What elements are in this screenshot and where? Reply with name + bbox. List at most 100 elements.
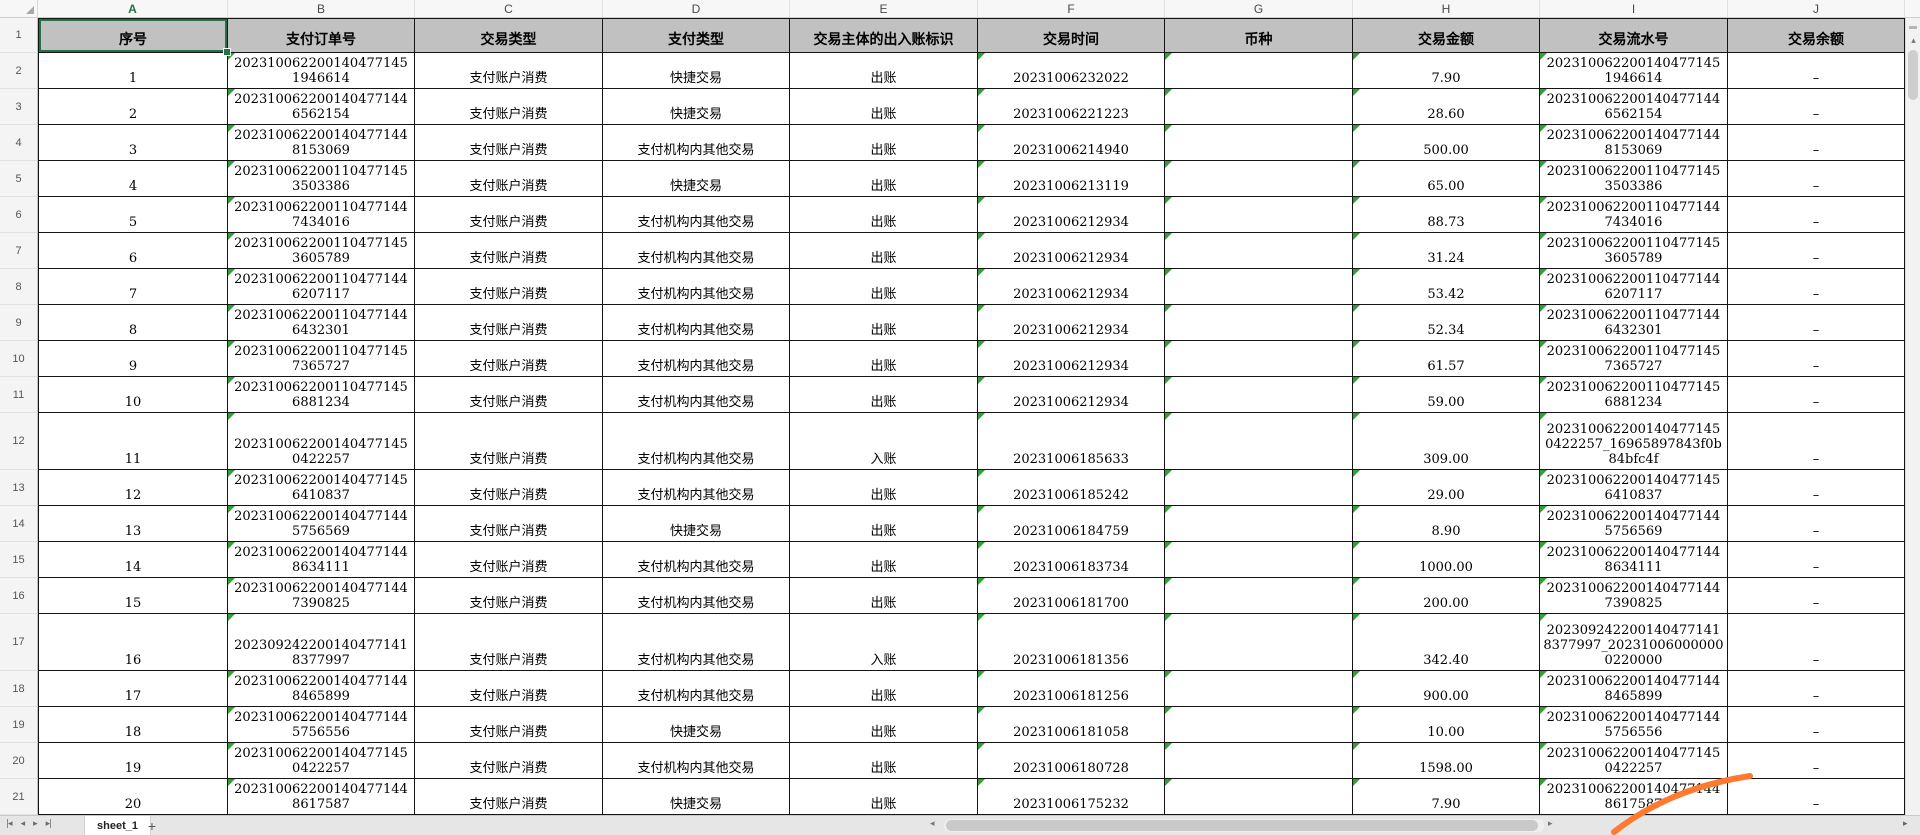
cell-A5[interactable]: 4 [38,161,228,197]
cell-E18[interactable]: 出账 [790,671,978,707]
cell-F20[interactable]: 20231006180728 [978,743,1165,779]
cell-A17[interactable]: 16 [38,614,228,671]
cell-E12[interactable]: 入账 [790,413,978,470]
vertical-scroll-thumb[interactable] [1908,50,1918,100]
cell-J4[interactable]: – [1728,125,1905,161]
cell-J15[interactable]: – [1728,542,1905,578]
cell-A15[interactable]: 14 [38,542,228,578]
cell-C12[interactable]: 支付账户消费 [415,413,603,470]
horizontal-scrollbar[interactable] [944,819,1544,832]
header-cell-J1[interactable]: 交易余额 [1728,18,1905,53]
cell-H4[interactable]: 500.00 [1353,125,1540,161]
cell-G9[interactable] [1165,305,1353,341]
column-letter-C[interactable]: C [415,0,603,17]
cell-G4[interactable] [1165,125,1353,161]
cell-C18[interactable]: 支付账户消费 [415,671,603,707]
cell-H3[interactable]: 28.60 [1353,89,1540,125]
cell-C6[interactable]: 支付账户消费 [415,197,603,233]
scrollbar-split-handle[interactable] [1909,26,1917,29]
cell-E10[interactable]: 出账 [790,341,978,377]
row-header-16[interactable]: 16 [0,578,38,614]
select-all-corner[interactable] [0,0,38,17]
cell-B4[interactable]: 2023100622001404771448153069 [228,125,415,161]
row-header-9[interactable]: 9 [0,305,38,341]
cell-J18[interactable]: – [1728,671,1905,707]
cell-B7[interactable]: 2023100622001104771453605789 [228,233,415,269]
cell-A18[interactable]: 17 [38,671,228,707]
cell-B8[interactable]: 2023100622001104771446207117 [228,269,415,305]
row-header-18[interactable]: 18 [0,671,38,707]
cell-B5[interactable]: 2023100622001104771453503386 [228,161,415,197]
cell-H9[interactable]: 52.34 [1353,305,1540,341]
cell-A14[interactable]: 13 [38,506,228,542]
column-letter-E[interactable]: E [790,0,978,17]
cell-H10[interactable]: 61.57 [1353,341,1540,377]
cell-G5[interactable] [1165,161,1353,197]
cell-A7[interactable]: 6 [38,233,228,269]
row-header-21[interactable]: 21 [0,779,38,815]
row-header-15[interactable]: 15 [0,542,38,578]
cell-J7[interactable]: – [1728,233,1905,269]
cell-D11[interactable]: 支付机构内其他交易 [603,377,790,413]
row-header-13[interactable]: 13 [0,470,38,506]
cell-I3[interactable]: 2023100622001404771446562154 [1540,89,1728,125]
cell-H19[interactable]: 10.00 [1353,707,1540,743]
cell-D4[interactable]: 支付机构内其他交易 [603,125,790,161]
cell-D6[interactable]: 支付机构内其他交易 [603,197,790,233]
cell-A4[interactable]: 3 [38,125,228,161]
cell-B11[interactable]: 2023100622001104771456881234 [228,377,415,413]
cell-A9[interactable]: 8 [38,305,228,341]
cell-F9[interactable]: 20231006212934 [978,305,1165,341]
column-letter-D[interactable]: D [603,0,790,17]
first-sheet-icon[interactable]: |◂ [6,819,12,829]
cell-E7[interactable]: 出账 [790,233,978,269]
cell-D2[interactable]: 快捷交易 [603,53,790,89]
cell-I15[interactable]: 2023100622001404771448634111 [1540,542,1728,578]
cell-E16[interactable]: 出账 [790,578,978,614]
cell-J16[interactable]: – [1728,578,1905,614]
cell-I7[interactable]: 2023100622001104771453605789 [1540,233,1728,269]
header-cell-D1[interactable]: 支付类型 [603,18,790,53]
header-cell-F1[interactable]: 交易时间 [978,18,1165,53]
cell-B9[interactable]: 2023100622001104771446432301 [228,305,415,341]
cell-H2[interactable]: 7.90 [1353,53,1540,89]
cell-E11[interactable]: 出账 [790,377,978,413]
cell-J19[interactable]: – [1728,707,1905,743]
cell-C14[interactable]: 支付账户消费 [415,506,603,542]
cell-B6[interactable]: 2023100622001104771447434016 [228,197,415,233]
cell-F8[interactable]: 20231006212934 [978,269,1165,305]
cell-C9[interactable]: 支付账户消费 [415,305,603,341]
cell-H15[interactable]: 1000.00 [1353,542,1540,578]
row-header-5[interactable]: 5 [0,161,38,197]
horizontal-scroll-thumb[interactable] [946,820,1538,831]
cell-B10[interactable]: 2023100622001104771457365727 [228,341,415,377]
cell-H5[interactable]: 65.00 [1353,161,1540,197]
cell-C21[interactable]: 支付账户消费 [415,779,603,815]
cell-I6[interactable]: 2023100622001104771447434016 [1540,197,1728,233]
cell-H17[interactable]: 342.40 [1353,614,1540,671]
cell-F16[interactable]: 20231006181700 [978,578,1165,614]
cell-A16[interactable]: 15 [38,578,228,614]
cell-C7[interactable]: 支付账户消费 [415,233,603,269]
cell-F13[interactable]: 20231006185242 [978,470,1165,506]
cell-J20[interactable]: – [1728,743,1905,779]
cell-D14[interactable]: 快捷交易 [603,506,790,542]
cell-I13[interactable]: 2023100622001404771456410837 [1540,470,1728,506]
column-letter-H[interactable]: H [1353,0,1540,17]
cell-H13[interactable]: 29.00 [1353,470,1540,506]
header-cell-G1[interactable]: 币种 [1165,18,1353,53]
cell-C2[interactable]: 支付账户消费 [415,53,603,89]
cell-B3[interactable]: 2023100622001404771446562154 [228,89,415,125]
cell-F10[interactable]: 20231006212934 [978,341,1165,377]
prev-sheet-icon[interactable]: ◂ [20,819,25,829]
cell-I16[interactable]: 2023100622001404771447390825 [1540,578,1728,614]
cell-D13[interactable]: 支付机构内其他交易 [603,470,790,506]
column-letter-A[interactable]: A [38,0,228,17]
header-cell-A1[interactable]: 序号 [38,18,231,56]
cell-H21[interactable]: 7.90 [1353,779,1540,815]
header-cell-B1[interactable]: 支付订单号 [228,18,415,53]
row-header-8[interactable]: 8 [0,269,38,305]
cell-D20[interactable]: 支付机构内其他交易 [603,743,790,779]
cell-G8[interactable] [1165,269,1353,305]
cell-F15[interactable]: 20231006183734 [978,542,1165,578]
